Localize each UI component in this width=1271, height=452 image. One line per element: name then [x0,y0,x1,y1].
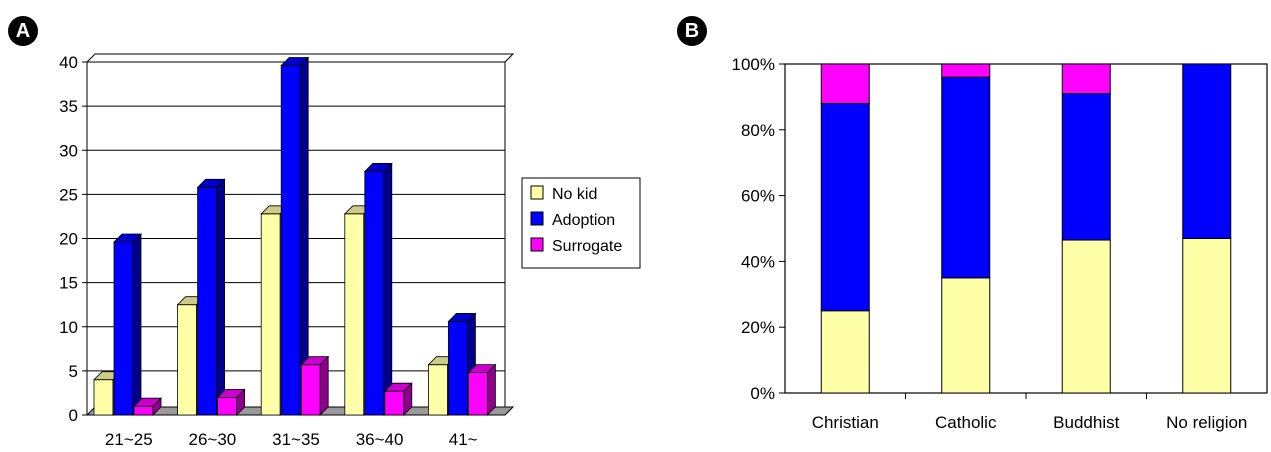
panel-a-badge: A [8,16,38,46]
legend-swatch [530,185,544,200]
y-tick-label: 20% [741,318,775,337]
y-tick-label: 100% [732,55,775,74]
y-tick-label: 30 [59,141,78,160]
bar-side [236,388,246,416]
bar-side [486,363,496,416]
bar-segment-adoption [941,76,991,279]
y-tick-label: 0% [750,384,775,403]
bar-adoption [364,171,385,416]
y-tick-label: 35 [59,97,78,116]
bar-side [216,178,226,416]
x-tick-label: 21~25 [105,430,153,449]
y-tick-label: 25 [59,185,78,204]
legend-swatch [530,237,544,252]
y-tick-label: 40% [741,252,775,271]
bar-surrogate [133,405,154,416]
legend-label: No kid [552,186,597,203]
bar-adoption [113,241,134,416]
bar-segment-no-kid [820,310,870,394]
chart-a-age-groups: 0 5 10 15 20 25 30 35 40 21~25 26~30 31~35 36~40 41~ N… [59,53,641,449]
panel-b-badge: B [677,16,707,46]
bar-no-kid [177,304,198,416]
bar-segment-no-kid [941,277,991,394]
bar-segment-adoption [820,102,870,312]
x-tick-label: Christian [812,413,879,432]
x-tick-label: 31~35 [272,430,320,449]
bar-surrogate [300,364,321,416]
x-tick-label: Buddhist [1053,413,1119,432]
chart-b-religion: 0% 20% 40% 60% 80% 100% Christian Catholic Buddh… [732,55,1268,432]
legend-label: Adoption [552,212,615,229]
x-tick-label: No religion [1166,413,1247,432]
bar-segment-no-kid [1182,237,1232,394]
bar-side [152,397,162,416]
bar-no-kid [260,213,281,416]
bar-adoption [197,186,218,416]
y-tick-label: 10 [59,318,78,337]
bar-segment-adoption [1061,93,1111,241]
y-tick-label: 5 [69,362,78,381]
y-tick-label: 80% [741,121,775,140]
bar-no-kid [427,364,448,416]
bar-side [403,382,413,416]
bar-side [383,162,393,416]
y-tick-label: 60% [741,187,775,206]
bar-surrogate [217,396,238,416]
bar-segment-adoption [1182,63,1232,239]
bar-surrogate [467,372,488,416]
x-tick-label: 26~30 [189,430,237,449]
bar-adoption [280,65,301,416]
y-tick-label: 0 [69,406,78,425]
x-tick-label: Catholic [935,413,997,432]
x-tick-label: 36~40 [356,430,404,449]
bar-no-kid [344,213,365,416]
bar-segment-no-kid [1061,239,1111,394]
bar-no-kid [93,379,114,416]
y-tick-label: 20 [59,230,78,249]
bar-segment-surrogate [820,63,870,104]
y-tick-label: 15 [59,274,78,293]
x-tick-label: 41~ [449,430,478,449]
y-tick-label: 40 [59,53,78,72]
bar-segment-surrogate [1061,63,1111,95]
legend: No kid Adoption Surrogate [521,177,641,269]
bar-surrogate [384,390,405,416]
legend-label: Surrogate [552,238,622,255]
bar-side [319,355,329,416]
bar-adoption [447,321,468,416]
legend-swatch [530,211,544,226]
bar-segment-surrogate [941,63,991,78]
bar-side [132,233,142,416]
